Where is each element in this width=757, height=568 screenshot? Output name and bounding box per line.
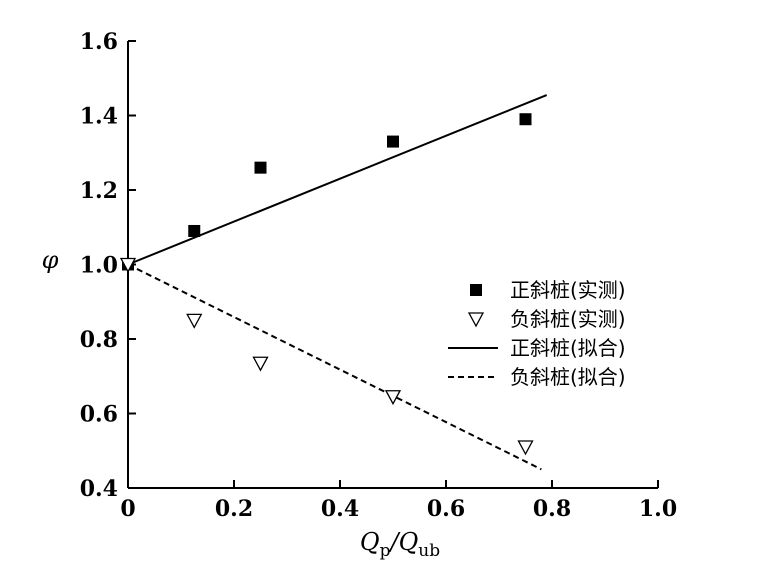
fit-line-series-2 bbox=[127, 94, 548, 266]
x-axis-label-sub-ub: ub bbox=[418, 541, 440, 561]
data-marks bbox=[119, 94, 548, 471]
legend-marker-1 bbox=[467, 312, 485, 328]
triangle-point-s1-1 bbox=[186, 313, 203, 329]
x-tick-label: 1.0 bbox=[639, 496, 677, 522]
x-axis-label-sub-p: p bbox=[380, 541, 391, 561]
triangle-point-s1-0 bbox=[119, 257, 137, 273]
legend-label-1: 负斜桩(实测) bbox=[510, 307, 626, 331]
x-axis-label-q1: Q bbox=[360, 528, 380, 556]
ticks: 0 0.2 0.4 0.6 0.8 1.0 0.4 0.6 0.8 1.0 1.2 1.4 1.6 bbox=[80, 29, 677, 522]
x-tick-label: 0.6 bbox=[427, 496, 465, 522]
x-tick-label: 0 bbox=[120, 496, 135, 522]
y-tick-label: 1.2 bbox=[80, 178, 118, 204]
y-tick-label: 0.6 bbox=[80, 402, 118, 428]
legend: 正斜桩(实测) 负斜桩(实测) 正斜桩(拟合) 负斜桩(拟合) bbox=[448, 278, 626, 389]
x-tick-label: 0.2 bbox=[215, 496, 253, 522]
legend-label-3: 负斜桩(拟合) bbox=[510, 365, 626, 389]
x-axis-label-slash: / bbox=[388, 528, 401, 556]
legend-marker-0 bbox=[470, 284, 482, 296]
square-point-s0-4 bbox=[519, 113, 532, 126]
y-axis-label: φ bbox=[42, 246, 59, 274]
y-tick-label: 0.8 bbox=[80, 327, 118, 353]
square-point-s0-1 bbox=[188, 224, 201, 237]
y-tick-label: 1.4 bbox=[80, 104, 118, 130]
y-tick-label: 0.4 bbox=[80, 476, 118, 502]
legend-label-0: 正斜桩(实测) bbox=[510, 278, 626, 302]
y-tick-label: 1.6 bbox=[80, 29, 118, 55]
x-axis-label: Qp/Qub bbox=[360, 528, 440, 561]
square-point-s0-2 bbox=[254, 161, 267, 174]
legend-label-2: 正斜桩(拟合) bbox=[510, 336, 626, 360]
triangle-point-s1-3 bbox=[384, 390, 402, 406]
x-axis-label-q2: Q bbox=[399, 528, 419, 556]
axes bbox=[127, 41, 658, 489]
triangle-point-s1-2 bbox=[252, 356, 269, 372]
triangle-point-s1-4 bbox=[517, 440, 534, 456]
x-tick-label: 0.8 bbox=[533, 496, 571, 522]
square-point-s0-3 bbox=[387, 135, 399, 148]
x-tick-label: 0.4 bbox=[321, 496, 359, 522]
fit-line-series-3 bbox=[127, 263, 542, 471]
y-tick-label: 1.0 bbox=[80, 253, 118, 279]
